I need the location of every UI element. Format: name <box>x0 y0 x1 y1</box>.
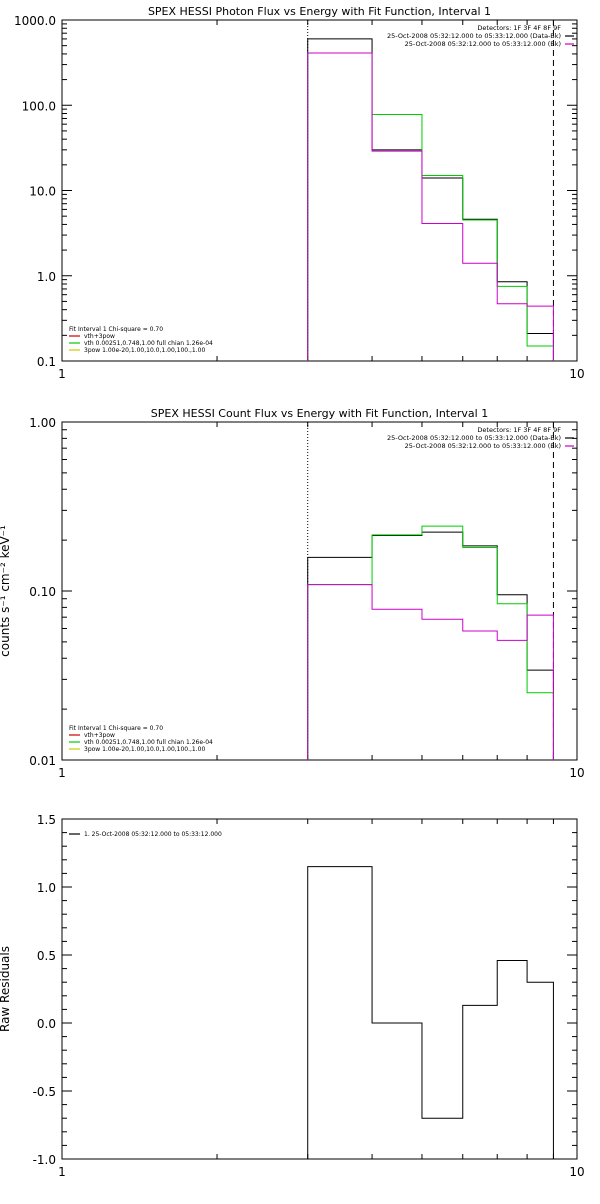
legend-entry: Fit Interval 1 Chi-square = 0.70 <box>69 725 163 732</box>
x-tick-label: 10 <box>569 1165 584 1179</box>
chart-panel-1: SPEX HESSI Photon Flux vs Energy with Fi… <box>14 5 585 381</box>
chart-title: SPEX HESSI Count Flux vs Energy with Fit… <box>151 407 488 420</box>
y-tick-label: 1000.0 <box>14 14 56 28</box>
chart-panel-2: SPEX HESSI Count Flux vs Energy with Fit… <box>0 407 585 780</box>
chart-title: SPEX HESSI Photon Flux vs Energy with Fi… <box>148 5 491 18</box>
legend-entry: 3pow 1.00e-20,1.00,10.0,1.00,100.,1.00 <box>84 347 205 354</box>
info-text: 25-Oct-2008 05:32:12.000 to 05:33:12.000… <box>387 32 561 40</box>
y-tick-label: 0.01 <box>29 754 56 768</box>
x-tick-label: 1 <box>58 367 66 381</box>
x-tick-label: 10 <box>569 367 584 381</box>
legend-entry: vth+3pow <box>84 732 115 739</box>
y-tick-label: 1.00 <box>29 416 56 430</box>
y-tick-label: -1.0 <box>33 1153 56 1167</box>
series-line-3 <box>307 52 554 361</box>
y-tick-label: 1.5 <box>37 813 56 827</box>
legend-entry: Fit Interval 1 Chi-square = 0.70 <box>69 326 163 333</box>
x-tick-label: 1 <box>58 766 66 780</box>
info-text: Detectors: 1F 3F 4F 8F 9F <box>477 426 561 434</box>
series-line-1 <box>307 866 554 1159</box>
legend-entry: vth 0.00251,0.748,1.00 full chian 1.26e-… <box>84 340 213 347</box>
y-tick-label: -0.5 <box>33 1085 56 1099</box>
series-line-1 <box>307 38 554 361</box>
legend-entry: vth 0.00251,0.748,1.00 full chian 1.26e-… <box>84 739 213 746</box>
legend-entry: 3pow 1.00e-20,1.00,10.0,1.00,100.,1.00 <box>84 746 205 753</box>
y-tick-label: 0.10 <box>29 585 56 599</box>
series-line-3 <box>307 584 554 760</box>
info-text: Detectors: 1F 3F 4F 8F 9F <box>477 24 561 32</box>
y-tick-label: 10.0 <box>29 185 56 199</box>
legend-entry: 1. 25-Oct-2008 05:32:12.000 to 05:33:12.… <box>84 831 222 838</box>
y-axis-label: Raw Residuals <box>0 946 12 1032</box>
y-tick-label: 1.0 <box>37 881 56 895</box>
series-line-2 <box>307 52 554 361</box>
y-tick-label: 0.5 <box>37 949 56 963</box>
series-line-2 <box>307 525 554 760</box>
x-tick-label: 1 <box>58 1165 66 1179</box>
x-tick-label: 10 <box>569 766 584 780</box>
plot-frame <box>61 818 578 1160</box>
series-line-1 <box>307 531 554 760</box>
info-text: 25-Oct-2008 05:32:12.000 to 05:33:12.000… <box>405 40 561 48</box>
info-text: 25-Oct-2008 05:32:12.000 to 05:33:12.000… <box>387 434 561 442</box>
y-tick-label: 0.0 <box>37 1017 56 1031</box>
plot-frame <box>61 19 578 362</box>
chart-panel-3: Raw Residuals 1 10 -1.0 -0.5 0.0 0.5 1.0 1.5 1. 2… <box>0 813 585 1179</box>
y-tick-label: 1.0 <box>37 270 56 284</box>
legend-entry: vth+3pow <box>84 333 115 340</box>
y-tick-label: 0.1 <box>37 355 56 369</box>
plot-frame <box>61 421 578 761</box>
y-axis-label: counts s⁻¹ cm⁻² keV⁻¹ <box>0 525 12 657</box>
info-text: 25-Oct-2008 05:32:12.000 to 05:33:12.000… <box>405 442 561 450</box>
y-tick-label: 100.0 <box>22 99 56 113</box>
